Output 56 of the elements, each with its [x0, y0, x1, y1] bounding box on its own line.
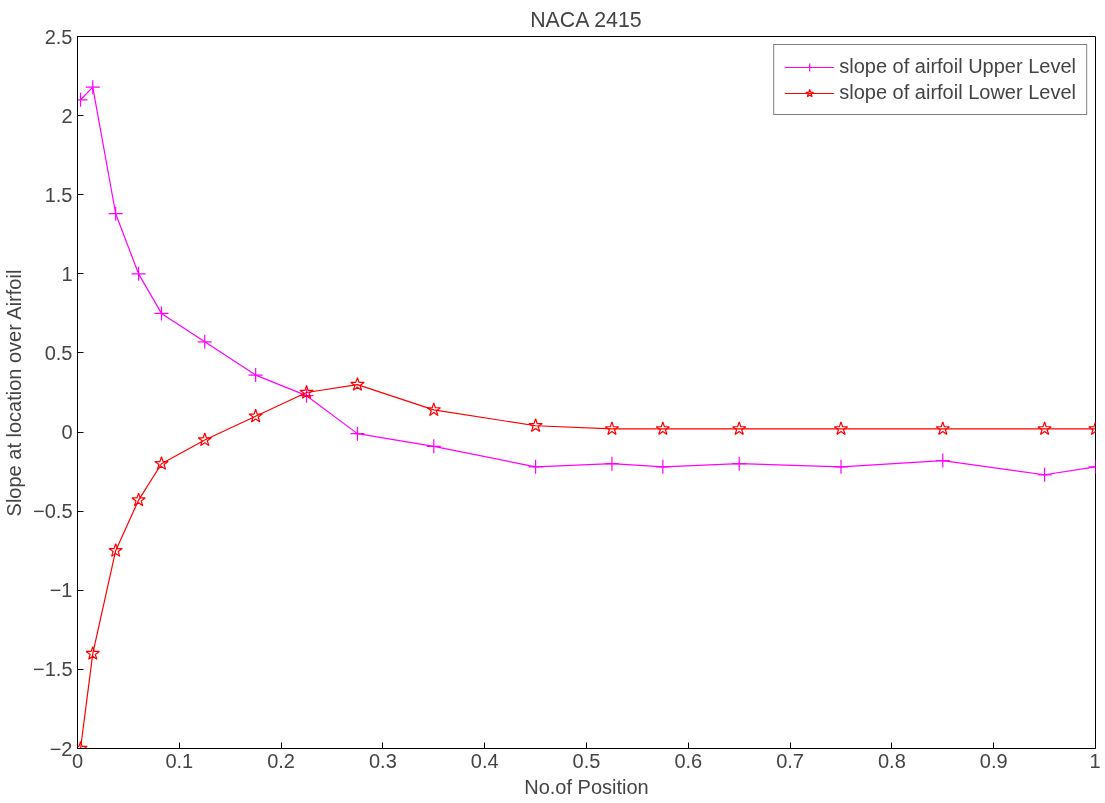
point	[731, 456, 747, 472]
y-tick-label: 2.5	[44, 25, 73, 48]
point	[426, 438, 442, 454]
x-tick-label: 0.2	[267, 749, 296, 772]
point	[85, 645, 101, 660]
y-tick-label: −1	[49, 579, 73, 602]
point	[935, 452, 951, 469]
point	[349, 426, 366, 442]
y-tick-label: −1.5	[33, 658, 73, 681]
x-tick-label: 0.7	[776, 749, 805, 772]
y-tick-label: 1	[61, 262, 73, 285]
y-tick-label: −2	[49, 737, 73, 760]
chart-title: NACA 2415	[530, 7, 642, 32]
point	[655, 459, 671, 475]
point	[655, 421, 671, 436]
point	[248, 408, 263, 423]
x-tick-label: 0.9	[979, 749, 1008, 772]
point	[85, 79, 101, 95]
y-tick-label: 1.5	[44, 183, 73, 206]
point	[528, 459, 544, 475]
point	[1037, 467, 1053, 483]
y-tick-label: 0	[61, 421, 73, 444]
point	[131, 492, 146, 507]
point	[833, 421, 849, 436]
point	[130, 266, 147, 282]
point	[935, 421, 951, 436]
x-tick-label: 0.1	[165, 749, 194, 772]
y-axis-title: Slope at location over Airfoil	[3, 269, 26, 517]
y-tick-label: 2	[61, 104, 73, 127]
y-tick-label: 0.5	[44, 341, 73, 364]
point	[604, 421, 620, 436]
x-tick-label: 0.4	[470, 749, 499, 772]
x-tick-label: 0.5	[572, 749, 601, 772]
legend-label: slope of airfoil Upper Level	[839, 55, 1076, 78]
point	[350, 376, 365, 391]
x-axis-title: No.of Position	[524, 775, 649, 798]
x-tick-label: 0.3	[369, 749, 397, 772]
x-tick-label: 0.6	[674, 749, 703, 772]
point	[731, 421, 747, 436]
point	[197, 432, 213, 447]
point	[426, 402, 442, 417]
point	[833, 459, 849, 475]
point	[299, 384, 314, 399]
x-tick-label: 1	[1089, 749, 1101, 772]
point	[108, 543, 123, 557]
point	[154, 456, 169, 470]
point	[1037, 421, 1052, 436]
point	[153, 305, 170, 321]
point	[248, 367, 264, 383]
point	[528, 418, 543, 432]
point	[108, 206, 124, 222]
y-tick-label: −0.5	[33, 500, 73, 523]
legend-label: slope of airfoil Lower Level	[839, 81, 1076, 104]
point	[197, 334, 213, 350]
x-tick-label: 0.8	[878, 749, 906, 772]
point	[604, 456, 620, 472]
